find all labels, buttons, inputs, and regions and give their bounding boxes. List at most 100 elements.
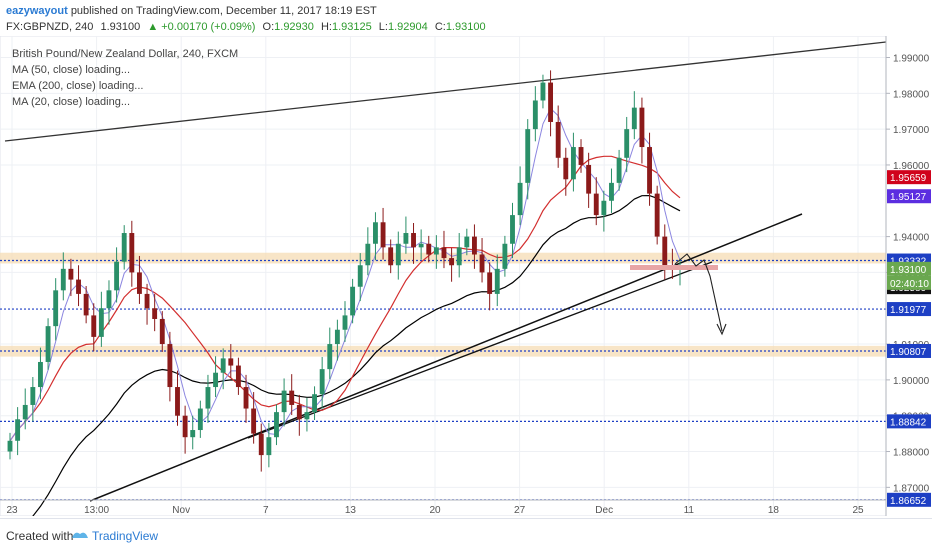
time-tick-label: 7 [263, 505, 269, 516]
candle-body [197, 408, 203, 431]
candle-body [159, 318, 165, 345]
price-label-bg [887, 414, 931, 429]
candle-body [609, 182, 614, 201]
candle-body [319, 369, 325, 395]
price-tick-label: 1.99000 [893, 53, 930, 64]
candle-body [289, 390, 295, 405]
time-axis[interactable]: 23 13:00 Nov 7 13 20 27 Dec 11 18 25 [0, 499, 886, 516]
price-label-text: 1.86652 [890, 496, 927, 507]
candle-body [388, 247, 394, 266]
annotation [630, 253, 727, 336]
candle-body [342, 315, 348, 330]
created-with-label: Created with [6, 529, 74, 543]
support-zone [0, 345, 886, 357]
candle-body [662, 236, 668, 266]
candle-body [274, 412, 279, 438]
candle-body [152, 308, 158, 319]
close-value: 1.93100 [445, 21, 486, 33]
price-label-text: 1.93100 [890, 265, 927, 276]
price-tick-label: 1.87000 [893, 483, 930, 494]
grid-lines [0, 36, 886, 516]
price-label-bg [887, 343, 931, 358]
countdown-bg [887, 275, 931, 290]
candle-body [228, 358, 234, 366]
candle-body [578, 147, 584, 165]
candle-body [570, 147, 576, 180]
price-label-text: 1.95127 [890, 192, 927, 203]
candle-body [487, 272, 493, 294]
candle-body [426, 243, 432, 255]
price-tick-label: 1.98000 [893, 89, 930, 100]
candle-body [525, 129, 531, 183]
upper-trendline[interactable] [4, 41, 887, 142]
price-change: ▲ +0.00170 (+0.09%) [147, 21, 256, 33]
candle-body [251, 408, 257, 434]
candle-body [510, 215, 515, 244]
ema200-line [9, 194, 681, 542]
candle-body [281, 390, 287, 413]
time-tick-label: 25 [852, 505, 864, 516]
candle-body [593, 193, 599, 216]
price-label-bg [887, 492, 931, 507]
candle-body [494, 268, 500, 294]
candle-body [327, 344, 333, 370]
candle-body [601, 200, 607, 216]
candle-body [220, 358, 226, 373]
candle-body [624, 129, 630, 158]
chart-header: eazywayout published on TradingView.com,… [0, 0, 932, 36]
candle-body [616, 157, 622, 183]
candle-body [479, 254, 485, 273]
candle-body [418, 243, 424, 248]
open-label: O: [262, 21, 275, 33]
candle-body [403, 233, 409, 244]
time-tick-label: 23 [6, 505, 18, 516]
footer: Created with TradingView [0, 518, 932, 551]
candle-body [258, 433, 264, 456]
candle-body [213, 372, 219, 388]
price-labels: 1.956591.951271.933321.931001.925891.919… [887, 170, 931, 507]
time-tick-label: 11 [684, 505, 695, 516]
price-label-bg [887, 189, 931, 204]
price-label-text: 1.90807 [890, 347, 927, 358]
candle-body [83, 293, 89, 316]
ma50-line [9, 155, 681, 442]
candle-body [654, 193, 660, 237]
lower-trendline[interactable] [89, 213, 803, 502]
candle-body [365, 243, 371, 266]
arrow-head-icon [716, 323, 727, 336]
candle-body [190, 430, 196, 438]
tradingview-link[interactable]: TradingView [92, 529, 159, 543]
time-tick-label: Dec [595, 505, 613, 516]
candle-body [540, 82, 546, 101]
author-link[interactable]: eazywayout [6, 5, 68, 17]
candle-body [91, 315, 97, 337]
candle-body [7, 440, 13, 452]
candle-body [22, 404, 28, 420]
candle-body [15, 419, 21, 441]
time-tick-label: 18 [768, 505, 780, 516]
time-tick-label: 27 [514, 505, 526, 516]
candle-body [136, 272, 142, 294]
candle-body [517, 182, 523, 216]
countdown-text: 02:40:10 [890, 279, 929, 290]
price-label-text: 1.91977 [890, 305, 927, 316]
candle-body [121, 233, 127, 262]
price-chart[interactable]: 1.870001.880001.890001.900001.910001.930… [0, 35, 932, 542]
price-tick-label: 1.94000 [893, 233, 930, 244]
candle-body [350, 286, 356, 316]
chart-area[interactable]: 1.870001.880001.890001.900001.910001.930… [0, 35, 932, 542]
candle-body [68, 268, 74, 280]
candle-body [205, 387, 211, 409]
price-label-text: 1.88842 [890, 417, 927, 428]
time-tick-label: 13 [345, 505, 357, 516]
candle-body [266, 437, 272, 456]
price-tick-label: 1.88000 [893, 448, 930, 459]
publish-line: eazywayout published on TradingView.com,… [6, 5, 377, 17]
price-tick-label: 1.97000 [893, 125, 930, 136]
price-label-bg [887, 170, 931, 185]
candle-body [243, 387, 249, 409]
candle-body [312, 394, 317, 413]
candle-body [334, 329, 340, 345]
candle-body [38, 361, 43, 388]
last-price: 1.93100 [100, 21, 141, 33]
